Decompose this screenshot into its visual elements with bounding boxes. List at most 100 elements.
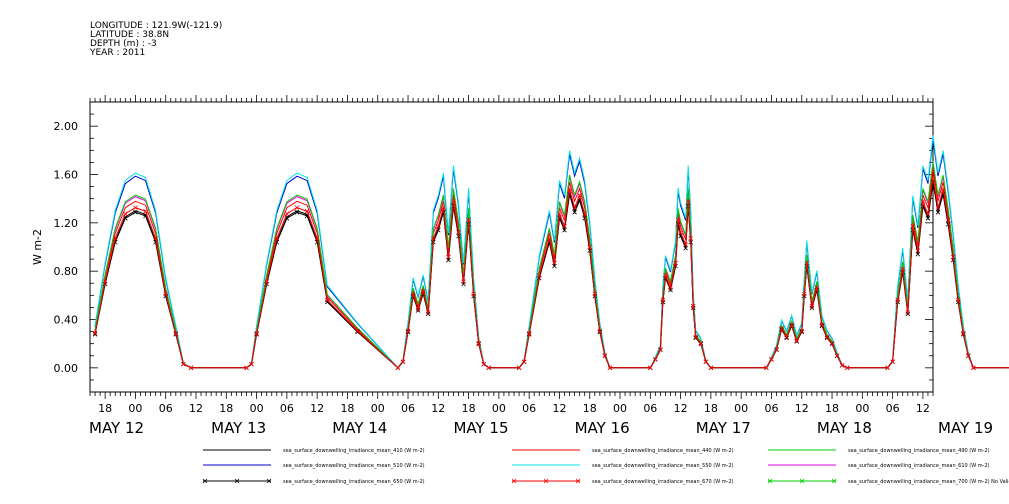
- series-marker: [890, 359, 895, 364]
- series-marker: [582, 211, 587, 217]
- x-hour-tick-label: 06: [764, 402, 778, 415]
- series-marker: [945, 217, 951, 223]
- series-marker: [779, 326, 784, 331]
- series-marker: [592, 291, 598, 297]
- x-hour-tick-label: 12: [189, 402, 203, 415]
- legend-marker: [767, 478, 773, 484]
- series-marker: [264, 279, 269, 284]
- x-hour-tick-label: 12: [431, 402, 445, 415]
- x-hour-tick-label: 12: [916, 402, 930, 415]
- series-marker: [819, 322, 825, 327]
- series-marker: [249, 361, 254, 367]
- y-tick-label: 1.20: [54, 217, 79, 230]
- series-marker: [971, 365, 976, 371]
- series-marker: [703, 359, 709, 364]
- x-hour-tick-label: 06: [886, 402, 900, 415]
- series-marker: [395, 365, 401, 371]
- series-marker: [683, 245, 688, 251]
- series-marker: [254, 331, 259, 336]
- series-marker: [905, 310, 911, 315]
- x-hour-tick-label: 12: [795, 402, 809, 415]
- series-marker: [602, 353, 608, 358]
- series-marker: [698, 340, 704, 346]
- series-marker: [516, 365, 522, 371]
- series-marker: [675, 217, 681, 223]
- legend-label: sea_surface_downwelling_irradiance_mean_…: [592, 448, 734, 454]
- legend-marker: [511, 478, 517, 484]
- x-day-label: MAY 17: [696, 419, 751, 437]
- series-marker: [562, 227, 567, 233]
- series-marker: [552, 260, 557, 266]
- series-marker: [92, 331, 98, 336]
- x-hour-tick-label: 00: [613, 402, 627, 415]
- series-marker: [940, 186, 946, 192]
- legend-marker: [575, 478, 581, 484]
- series-marker: [784, 334, 789, 340]
- x-hour-tick-label: 06: [643, 402, 657, 415]
- series-marker: [451, 199, 456, 204]
- x-hour-tick-label: 18: [583, 402, 597, 415]
- series-marker: [673, 260, 678, 266]
- series-marker: [577, 193, 582, 198]
- series-marker: [804, 260, 810, 266]
- series-marker: [355, 328, 360, 334]
- longitude-label: LONGITUDE : 121.9W(-121.9): [90, 21, 223, 31]
- series-marker: [597, 328, 603, 334]
- x-hour-tick-label: 06: [522, 402, 536, 415]
- series-marker: [441, 205, 446, 210]
- series-marker: [660, 297, 666, 303]
- series-marker: [966, 353, 971, 358]
- series-marker: [143, 209, 148, 214]
- series-marker: [925, 216, 931, 221]
- series-marker: [476, 340, 481, 346]
- series-marker: [92, 332, 98, 337]
- y-axis-label: W m-2: [31, 229, 44, 265]
- series-marker: [430, 236, 436, 241]
- series-marker: [294, 210, 300, 215]
- series-marker: [764, 365, 769, 371]
- series-marker: [133, 205, 138, 210]
- legend-marker: [266, 478, 272, 484]
- series-marker: [587, 244, 593, 250]
- series-marker: [163, 291, 169, 297]
- x-hour-tick-label: 18: [825, 402, 839, 415]
- series-marker: [415, 308, 421, 313]
- series-marker: [789, 322, 794, 327]
- series-marker: [769, 356, 774, 362]
- series-line: [94, 180, 1009, 369]
- x-hour-tick-label: 00: [250, 402, 264, 415]
- x-hour-tick-label: 06: [159, 402, 173, 415]
- series-marker: [123, 211, 128, 217]
- series-marker: [405, 328, 411, 334]
- x-hour-tick-label: 12: [674, 402, 688, 415]
- legend-label: sea_surface_downwelling_irradiance_mean_…: [592, 479, 734, 485]
- legend-marker: [202, 478, 208, 484]
- series-marker: [950, 254, 956, 260]
- series-marker: [809, 303, 815, 309]
- series-marker: [900, 266, 905, 272]
- series-marker: [824, 334, 830, 340]
- series-marker: [284, 211, 290, 217]
- series-marker: [839, 363, 845, 368]
- series-marker: [153, 236, 158, 241]
- series-marker: [547, 236, 552, 241]
- legend-marker: [831, 478, 837, 484]
- series-line: [94, 169, 1009, 369]
- series-marker: [486, 365, 492, 371]
- x-hour-tick-label: 18: [219, 402, 233, 415]
- series-line: [94, 182, 1009, 369]
- series-marker: [324, 297, 330, 303]
- series-marker: [930, 174, 936, 180]
- series-marker: [945, 222, 951, 227]
- series-marker: [415, 306, 421, 311]
- x-hour-tick-label: 12: [310, 402, 324, 415]
- x-day-label: MAY 15: [453, 419, 508, 437]
- series-marker: [653, 356, 658, 362]
- series-marker: [466, 217, 471, 223]
- series-marker: [133, 210, 138, 215]
- y-tick-label: 0.80: [54, 265, 79, 278]
- x-hour-tick-label: 00: [734, 402, 748, 415]
- series-marker: [446, 254, 451, 260]
- series-marker: [536, 273, 542, 278]
